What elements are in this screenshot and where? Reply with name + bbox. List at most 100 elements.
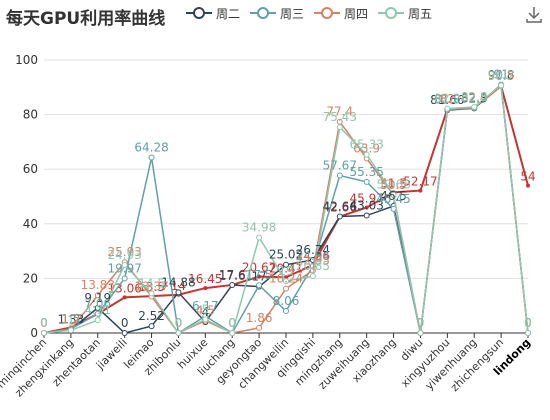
data-point-4 (202, 316, 209, 323)
data-point-1 (121, 330, 128, 336)
data-label-1: 17.6 (219, 268, 246, 282)
y-tick-label: 40 (23, 217, 38, 231)
data-point-4 (256, 234, 263, 241)
data-point-4 (336, 124, 343, 131)
data-point-2 (363, 178, 370, 185)
data-label-3: 25.93 (107, 245, 141, 259)
data-label-1: 2.52 (138, 309, 165, 323)
data-point-reference (364, 205, 369, 210)
data-label-4: 90.7 (488, 68, 515, 82)
data-label-2: 17.5 (246, 268, 273, 282)
data-label-reference: 13.06 (107, 281, 141, 295)
data-label-4: 34.98 (242, 221, 276, 235)
data-point-2 (121, 275, 128, 282)
data-label-2: 0 (417, 316, 425, 330)
data-point-4 (525, 330, 531, 336)
data-label-1: 14.88 (161, 275, 195, 289)
y-tick-label: 20 (23, 271, 38, 285)
legend-label: 周二 (216, 6, 241, 21)
data-label-3: 16.24 (269, 272, 303, 286)
data-point-2 (283, 307, 289, 314)
data-label-1: 90.8 (488, 68, 515, 82)
data-label-1: 0 (121, 316, 129, 330)
legend-label: 周五 (408, 6, 433, 21)
data-label-3: 0 (228, 316, 236, 330)
data-label-2: 45.45 (376, 192, 410, 206)
data-label-1: 43.03 (349, 199, 383, 213)
data-label-1: 42.66 (323, 200, 357, 214)
data-point-4 (471, 103, 478, 110)
data-point-4 (175, 330, 182, 336)
data-point-4 (94, 317, 101, 324)
data-point-4 (309, 273, 316, 280)
legend-item-1[interactable]: 周二 (186, 5, 240, 22)
data-label-1: 17 (251, 270, 266, 284)
data-label-4: 0 (417, 316, 425, 330)
data-label-reference: 24.96 (296, 249, 330, 263)
chart-legend: 周二 周三 周四 周五 (186, 3, 442, 23)
data-label-2: 19.97 (107, 261, 141, 275)
data-label-2: 8.06 (273, 294, 300, 308)
data-label-3: 0 (417, 316, 425, 330)
data-label-2: 81.8 (434, 93, 461, 107)
data-label-1: 25.02 (269, 248, 303, 262)
data-label-1: 0 (524, 316, 532, 330)
data-label-4: 1 (67, 313, 75, 327)
data-label-2: 91 (493, 68, 508, 82)
data-label-4: 0 (228, 316, 236, 330)
data-label-2: 7.06 (84, 297, 111, 311)
y-tick-label: 80 (23, 108, 38, 122)
data-label-2: 64.28 (134, 141, 168, 155)
data-point-reference (203, 286, 208, 291)
data-label-4: 82.2 (434, 92, 461, 106)
legend-item-2[interactable]: 周三 (250, 5, 304, 22)
y-tick-label: 100 (15, 53, 38, 67)
data-label-3: 82 (440, 92, 455, 106)
data-point-reference (418, 188, 423, 193)
data-point-4 (390, 191, 397, 198)
legend-item-3[interactable]: 周四 (314, 5, 368, 22)
data-point-1 (336, 213, 343, 220)
legend-symbol (186, 7, 212, 19)
data-label-2: 24.54 (296, 249, 330, 263)
data-label-2: 1.5 (61, 312, 80, 326)
data-label-3: 90.5 (488, 69, 515, 83)
data-label-reference: 16.45 (188, 272, 222, 286)
legend-symbol (314, 7, 341, 19)
data-label-3: 1.86 (246, 311, 273, 325)
legend-symbol (250, 7, 277, 19)
data-label-4: 75.43 (323, 110, 357, 124)
data-point-4 (417, 330, 424, 336)
data-label-4: 50.66 (376, 178, 410, 192)
data-point-1 (363, 212, 370, 219)
data-label-4: 0 (175, 316, 183, 330)
data-point-4 (229, 330, 236, 336)
data-label-3: 50.5 (380, 178, 407, 192)
data-point-3 (283, 285, 289, 292)
data-label-reference: 13.5 (138, 280, 165, 294)
data-label-1: 0 (417, 316, 425, 330)
data-label-1: 1.33 (58, 312, 85, 326)
y-tick-label: 0 (30, 326, 38, 340)
download-icon[interactable] (524, 5, 544, 25)
data-label-4: 0 (524, 316, 532, 330)
y-tick-label: 60 (23, 162, 38, 176)
legend-symbol (378, 7, 405, 19)
legend-item-4[interactable]: 周五 (378, 5, 432, 22)
data-label-3: 77.4 (326, 105, 353, 119)
data-point-3 (256, 324, 263, 331)
data-point-1 (148, 323, 155, 330)
data-point-4 (283, 278, 289, 285)
data-point-1 (175, 289, 182, 296)
data-label-3: 82.6 (461, 91, 488, 105)
data-label-reference: 54 (520, 170, 535, 184)
data-label-4: 65.33 (349, 138, 383, 152)
data-point-4 (363, 151, 370, 158)
legend-label: 周三 (280, 6, 305, 21)
data-label-4: 19 (278, 264, 293, 278)
data-point-2 (256, 282, 263, 289)
data-label-4: 5 (202, 302, 210, 316)
data-label-1: 26.74 (296, 243, 330, 257)
data-label-2: 6.17 (192, 299, 219, 313)
data-label-reference: 17.6 (219, 269, 246, 283)
